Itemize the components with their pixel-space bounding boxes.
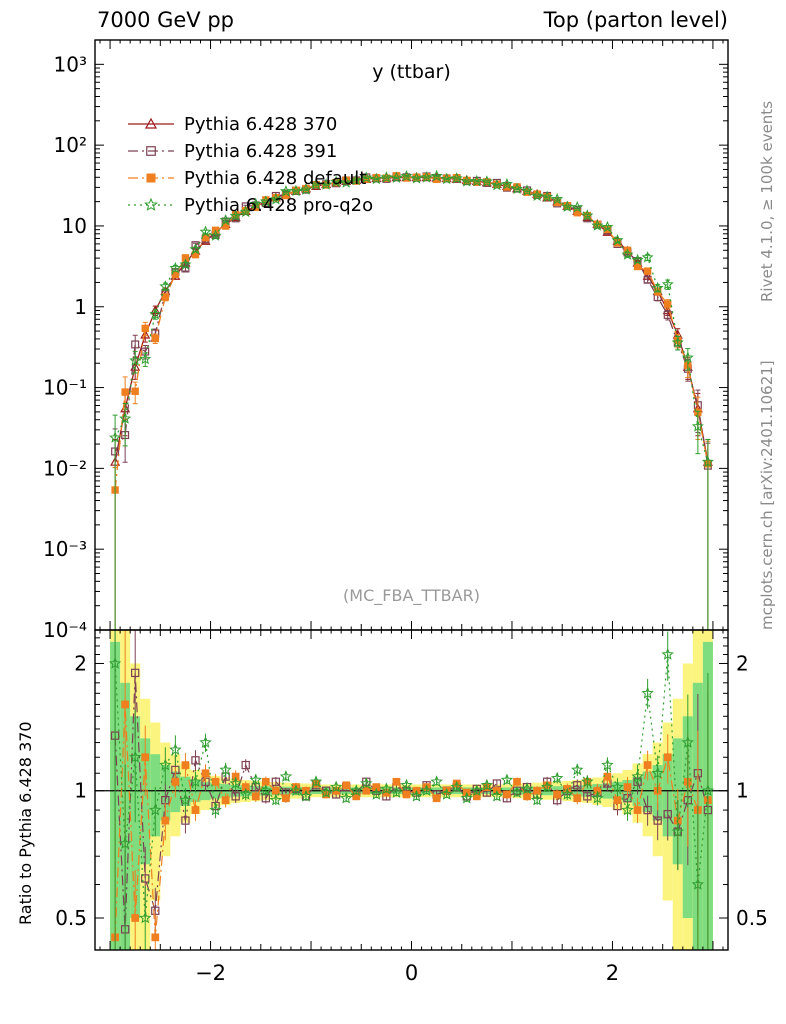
main-series: [109, 169, 714, 630]
ratio-series-3: [108, 630, 715, 950]
ratio-ytick-label-right: 0.5: [736, 906, 768, 930]
main-ytick-label: 10⁻²: [43, 456, 87, 480]
main-ytick-label: 1: [74, 295, 87, 319]
ratio-ytick-label-left: 1: [74, 779, 87, 803]
watermark: (MC_FBA_TTBAR): [343, 586, 480, 606]
main-ytick-label: 10⁻³: [43, 537, 87, 561]
ratio-axis-label: Ratio to Pythia 6.428 370: [16, 721, 35, 925]
ratio-ytick-label-left: 0.5: [55, 906, 87, 930]
main-series-3: [109, 169, 714, 630]
mcplots-arxiv-label: mcplots.cern.ch [arXiv:2401.10621]: [758, 360, 776, 630]
plot-title: y (ttbar): [372, 61, 451, 83]
rivet-version-label: Rivet 4.1.0, ≥ 100k events: [758, 100, 776, 302]
main-ytick-label: 10⁻¹: [43, 376, 87, 400]
ratio-ytick-label-left: 2: [74, 651, 87, 675]
beam-energy-label: 7000 GeV pp: [97, 8, 235, 32]
xtick-label: 2: [606, 961, 619, 985]
legend: Pythia 6.428 370 Pythia 6.428 391 Pythia 6…: [128, 114, 373, 216]
main-ytick-label: 10³: [54, 52, 87, 76]
ratio-bands: [110, 630, 713, 950]
main-series-1: [111, 172, 712, 630]
ratio-ytick-label-right: 1: [736, 779, 749, 803]
ratio-series: [108, 630, 715, 950]
process-label: Top (parton level): [543, 8, 728, 32]
main-series-0: [110, 172, 713, 630]
legend-label: Pythia 6.428 370: [184, 114, 337, 135]
xtick-label: 0: [405, 961, 418, 985]
legend-label: Pythia 6.428 default: [184, 168, 366, 189]
legend-label: Pythia 6.428 391: [184, 141, 337, 162]
xtick-label: −2: [195, 961, 226, 985]
main-ytick-label: 10⁻⁴: [43, 618, 87, 642]
ratio-ytick-label-right: 2: [736, 651, 749, 675]
main-ytick-label: 10: [62, 214, 87, 238]
legend-label: Pythia 6.428 pro-q2o: [184, 195, 373, 216]
main-ytick-label: 10²: [54, 133, 87, 157]
